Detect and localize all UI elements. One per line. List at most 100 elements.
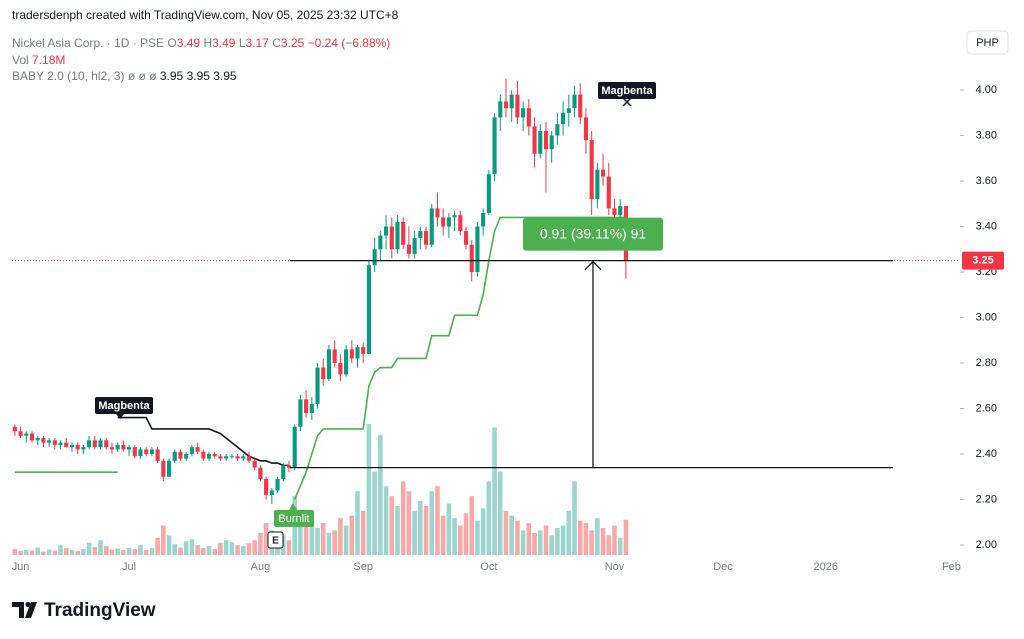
- volume-value: 7.18M: [32, 53, 66, 67]
- volume-bar: [246, 543, 252, 555]
- volume-bar: [103, 546, 109, 555]
- indicator-line: BABY 2.0 (10, hl2, 3) ø ø ø 3.95 3.95 3.…: [12, 69, 237, 83]
- currency-button[interactable]: [966, 30, 1009, 55]
- volume-bar: [469, 496, 475, 555]
- candle-body: [144, 449, 149, 455]
- volume-bar: [218, 542, 223, 555]
- candle-body: [149, 449, 154, 455]
- candle-body: [235, 456, 240, 459]
- y-tick-label: 3.80: [976, 129, 997, 141]
- candle-body: [104, 440, 109, 448]
- candle-body: [378, 235, 383, 250]
- candle-body: [332, 349, 337, 364]
- candle-body: [401, 221, 406, 245]
- ohlc-label: L: [238, 36, 246, 50]
- candle-body: [326, 349, 332, 379]
- candle-body: [321, 367, 326, 379]
- volume-bar: [572, 481, 577, 555]
- volume-bar: [126, 547, 132, 555]
- volume-bar: [475, 520, 480, 555]
- candle-body: [92, 440, 97, 448]
- volume-bar: [486, 481, 492, 555]
- volume-bar: [315, 528, 320, 555]
- candle-body: [12, 426, 17, 432]
- candle-body: [538, 130, 543, 154]
- candle-body: [389, 226, 394, 250]
- ohlc-label: H: [203, 36, 213, 50]
- ohlc-value: 3.17: [245, 36, 269, 50]
- candle-body: [503, 101, 509, 109]
- x-tick-label: Jul: [122, 561, 136, 573]
- volume-bar: [46, 549, 52, 555]
- volume-bar: [555, 528, 560, 555]
- annotation-label: Magbenta: [601, 85, 653, 97]
- candle-body: [612, 208, 617, 216]
- volume-bar: [18, 551, 23, 555]
- volume-bar: [23, 550, 29, 555]
- indicator-line: [293, 216, 626, 500]
- volume-bar: [258, 532, 263, 555]
- legend-line: Nickel Asia Corp. · 1D · PSE O3.49 H3.49…: [12, 36, 390, 50]
- measure-arrowhead: [584, 260, 602, 271]
- volume-bar: [263, 523, 269, 555]
- volume-bar: [303, 525, 309, 555]
- candle-body: [47, 440, 52, 443]
- volume-bar: [206, 546, 212, 555]
- volume-line: Vol 7.18M: [12, 53, 65, 67]
- candle-body: [446, 217, 451, 227]
- overlay: Magbenta Magbenta Burnlit E: [95, 82, 656, 549]
- candle-body: [201, 451, 206, 459]
- candle-body: [469, 244, 474, 273]
- candle-body: [166, 460, 172, 477]
- volume-bar: [241, 546, 246, 555]
- volume-bar: [138, 545, 143, 555]
- volume-bar: [189, 539, 195, 555]
- volume-bar: [452, 518, 457, 555]
- y-tick-label: 2.60: [976, 402, 997, 414]
- volume-bar: [81, 549, 86, 555]
- candle-body: [509, 94, 514, 109]
- candle-body: [64, 442, 69, 448]
- volume-bar: [606, 535, 612, 555]
- candle-body: [229, 456, 234, 458]
- indicator-name: BABY 2.0 (10, hl2, 3): [12, 69, 125, 83]
- candle-body: [572, 94, 577, 109]
- candle-body: [543, 130, 549, 150]
- candle-body: [52, 440, 57, 445]
- volume-bar: [389, 496, 395, 555]
- logo-shape: [12, 602, 24, 618]
- volume-bar: [520, 530, 526, 555]
- candle-body: [275, 479, 280, 491]
- candle-body: [492, 117, 497, 175]
- volume-bar: [92, 547, 98, 555]
- candle-body: [281, 465, 286, 480]
- volume-bar: [378, 434, 383, 555]
- x-tick-label: Dec: [713, 561, 733, 573]
- volume-bar: [372, 471, 377, 555]
- volume-bar: [252, 540, 257, 555]
- candle-body: [292, 426, 297, 468]
- candle-body: [366, 265, 371, 354]
- candle-body: [498, 101, 503, 118]
- volume-bar: [229, 542, 235, 555]
- volume-bar: [201, 548, 206, 555]
- volume-bar: [532, 532, 537, 555]
- volume-bar: [623, 519, 629, 555]
- ohlc-label: O: [167, 36, 177, 50]
- indicator-line: [117, 416, 289, 467]
- volume-bar: [63, 548, 69, 555]
- candle-body: [521, 108, 526, 118]
- volume-bar: [440, 515, 446, 555]
- volume-bar: [537, 530, 543, 555]
- candle-body: [555, 124, 560, 136]
- candle-body: [286, 465, 292, 468]
- volume-bar: [589, 530, 594, 555]
- candle-body: [241, 456, 246, 459]
- volume-bar: [298, 513, 303, 555]
- candle-body: [81, 447, 86, 450]
- earnings-marker[interactable]: [267, 531, 284, 549]
- candle-body: [595, 169, 600, 200]
- candle-body: [549, 135, 554, 150]
- candle-body: [601, 169, 606, 177]
- volume-bar: [12, 549, 18, 555]
